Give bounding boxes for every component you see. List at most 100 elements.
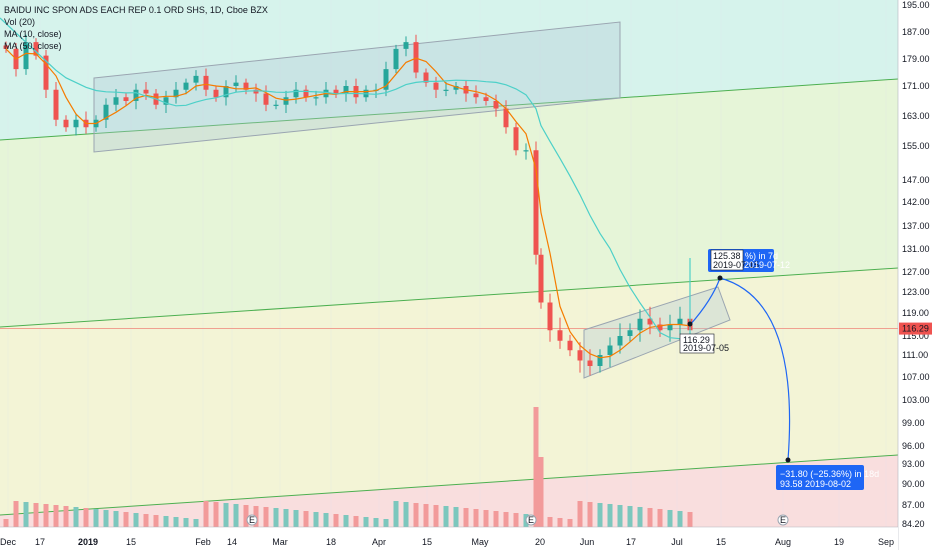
volume-bar [83,508,89,527]
y-tick-label: 142.00 [902,197,930,207]
volume-bar [513,513,519,527]
volume-bar [463,508,469,527]
volume-bar [163,516,169,527]
volume-bar [233,504,239,527]
candle-body [23,42,29,70]
current-box [679,333,715,354]
y-tick-label: 115.00 [902,331,929,341]
volume-bar [483,510,489,527]
candle-body [213,89,219,98]
volume-bar [273,508,279,527]
y-tick-label: 127.00 [902,267,930,277]
volume-bar [203,501,209,527]
volume-bar [103,510,109,527]
candle-body [443,89,449,91]
volume-bar [577,501,583,527]
x-tick-label: 14 [227,537,237,547]
volume-bar [53,505,59,527]
current-point [687,321,693,327]
time-axis [0,527,898,550]
volume-bar [183,518,189,527]
volume-bar [293,510,299,527]
candle-body [343,86,349,94]
candle-body [513,127,519,151]
volume-bar [23,502,29,527]
target-up-price: 125.38 [713,251,741,261]
candle-body [273,104,279,106]
candle-body [143,89,149,94]
volume-bar [133,513,139,527]
y-tick-label: 87.00 [902,500,925,510]
candle-body [53,89,59,120]
volume-bar [453,507,459,527]
forecast-down-arc [719,277,791,461]
candle-body [63,119,69,128]
current-date: 2019-07-05 [683,343,729,353]
y-tick-label: 147.00 [902,175,930,185]
y-tick-label: 123.00 [902,287,930,297]
candle-body [483,97,489,101]
volume-bar [443,506,449,527]
candle-body [577,350,583,361]
volume-bar [213,502,219,527]
forecast-up-arc [689,277,721,326]
candle-body [123,97,129,101]
candle-body [43,55,49,90]
earnings-label: E [780,515,786,525]
volume-bar [403,502,409,527]
candle-body [303,89,309,98]
volume-bar [607,504,613,527]
y-tick-label: 84.20 [902,519,925,529]
y-tick-label: 111.00 [902,350,928,360]
candle-body [113,97,119,105]
x-tick-label: 17 [35,537,45,547]
volume-bar [343,515,349,527]
volume-bar [473,509,479,527]
y-tick-label: 99.00 [902,418,925,428]
x-tick-label: 2019 [78,537,98,547]
volume-bar [647,508,653,527]
volume-bar [353,516,359,527]
candle-body [73,119,79,128]
y-tick-label: 155.00 [902,141,930,151]
candle-body [413,42,419,73]
volume-bar [413,503,419,527]
candle-body [163,97,169,105]
candle-body [243,82,249,90]
y-tick-label: 171.00 [902,81,930,91]
candle-body [133,89,139,101]
volume-bar [63,506,69,527]
y-tick-label: 179.00 [902,54,930,64]
target-up-date-b: 2019-07-12 [744,260,790,270]
candle-body [333,89,339,94]
candle-body [627,330,633,336]
candle-body [313,97,319,99]
volume-bar [43,504,49,527]
candle-body [433,82,439,90]
earnings-label: E [249,515,255,525]
candle-body [473,93,479,98]
volume-bar [143,514,149,527]
band-lower [0,268,898,515]
volume-bar [677,511,683,527]
volume-bar [393,501,399,527]
volume-bar [567,519,573,527]
volume-bar [373,518,379,527]
volume-bar [93,509,99,527]
x-tick-label: Jul [671,537,683,547]
candle-body [3,45,9,49]
candle-body [493,101,499,109]
candle-body [283,97,289,105]
volume-bar [223,503,229,527]
x-tick-label: Sep [878,537,894,547]
target-down-box [776,465,864,490]
candle-body [293,89,299,98]
x-tick-label: 15 [716,537,726,547]
candle-body [253,89,259,94]
candle-body [657,324,663,331]
target-up-subbox [710,249,744,271]
volume-bar [657,509,663,527]
x-tick-label: Apr [372,537,386,547]
candle-body [637,318,643,331]
